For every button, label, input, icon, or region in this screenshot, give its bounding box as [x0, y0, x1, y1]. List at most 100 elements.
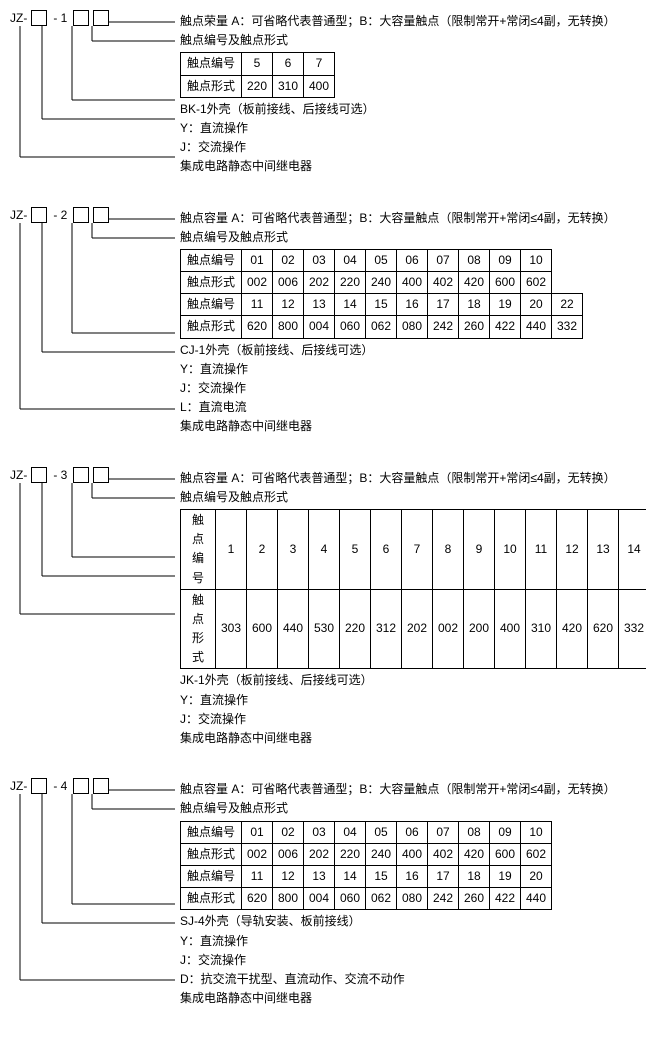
- desc-line: 触点编号及触点形式: [180, 488, 636, 507]
- desc-line: SJ-4外壳（导轨安装、板前接线）: [180, 912, 636, 931]
- table-cell: 2: [247, 509, 278, 589]
- table-row: 触点编号1234567891011121314: [181, 509, 646, 589]
- table-cell: 006: [273, 272, 304, 294]
- mid-label: - 4: [53, 779, 67, 793]
- model-code: JZ-- 1: [10, 10, 109, 26]
- desc-line: 集成电路静态中间继电器: [180, 989, 636, 1008]
- description-block: 触点容量 A：可省略代表普通型；B：大容量触点（限制常开+常闭≤4副，无转换）触…: [180, 469, 636, 749]
- table-cell: 400: [397, 272, 428, 294]
- model-section: JZ-- 1 触点荣量 A：可省略代表普通型；B：大容量触点（限制常开+常闭≤4副…: [10, 10, 636, 177]
- table-cell: 240: [366, 272, 397, 294]
- table-cell: 12: [273, 294, 304, 316]
- model-section: JZ-- 2触点容量 A：可省略代表普通型；B：大容量触点（限制常开+常闭≤4副…: [10, 207, 636, 437]
- table-cell: 202: [304, 843, 335, 865]
- table-cell: 400: [304, 75, 335, 97]
- table-cell: 13: [304, 865, 335, 887]
- desc-line: 触点编号及触点形式: [180, 31, 636, 50]
- code-box: [93, 10, 109, 26]
- table-cell: 6: [371, 509, 402, 589]
- table-cell: 303: [216, 589, 247, 669]
- table-row: 触点编号01020304050607080910: [181, 821, 552, 843]
- table-cell: 7: [304, 53, 335, 75]
- table-cell: 400: [397, 843, 428, 865]
- table-cell: 060: [335, 888, 366, 910]
- prefix-label: JZ-: [10, 208, 27, 222]
- table-cell: 004: [304, 316, 335, 338]
- table-cell: 04: [335, 249, 366, 271]
- table-cell: 620: [242, 316, 273, 338]
- table-cell: 触点编号: [181, 249, 242, 271]
- table-row: 触点编号11121314151617181920: [181, 865, 552, 887]
- table-cell: 800: [273, 888, 304, 910]
- table-cell: 420: [459, 843, 490, 865]
- table-cell: 006: [273, 843, 304, 865]
- table-cell: 240: [366, 843, 397, 865]
- desc-line: J：交流操作: [180, 951, 636, 970]
- code-box: [73, 467, 89, 483]
- model-code: JZ- - 2: [10, 207, 109, 223]
- table-cell: 422: [490, 316, 521, 338]
- table-cell: 060: [335, 316, 366, 338]
- desc-line: CJ-1外壳（板前接线、后接线可选）: [180, 341, 636, 360]
- table-cell: 17: [428, 865, 459, 887]
- model-section: JZ-- 4触点容量 A：可省略代表普通型；B：大容量触点（限制常开+常闭≤4副…: [10, 778, 636, 1008]
- table-cell: 002: [242, 843, 273, 865]
- table-cell: 01: [242, 821, 273, 843]
- table-cell: 13: [304, 294, 335, 316]
- table-cell: 312: [371, 589, 402, 669]
- code-box: [31, 778, 47, 794]
- table-cell: 触点形式: [181, 316, 242, 338]
- table-cell: 19: [490, 294, 521, 316]
- desc-line: 触点容量 A：可省略代表普通型；B：大容量触点（限制常开+常闭≤4副，无转换）: [180, 469, 636, 488]
- contact-table: 触点编号1234567891011121314触点形式3036004405302…: [180, 509, 646, 670]
- table-cell: 1: [216, 509, 247, 589]
- table-cell: 19: [490, 865, 521, 887]
- table-cell: 18: [459, 294, 490, 316]
- table-cell: 触点编号: [181, 509, 216, 589]
- table-cell: 6: [273, 53, 304, 75]
- table-cell: 220: [340, 589, 371, 669]
- table-cell: 400: [495, 589, 526, 669]
- code-box: [93, 207, 109, 223]
- table-cell: 04: [335, 821, 366, 843]
- table-cell: 242: [428, 888, 459, 910]
- table-cell: 15: [366, 865, 397, 887]
- table-cell: 触点形式: [181, 272, 242, 294]
- table-cell: 22: [552, 294, 583, 316]
- table-cell: 332: [552, 316, 583, 338]
- desc-line: 触点编号及触点形式: [180, 799, 636, 818]
- desc-line: Y：直流操作: [180, 691, 636, 710]
- table-cell: 10: [521, 249, 552, 271]
- table-cell: 4: [309, 509, 340, 589]
- model-code: JZ-- 3: [10, 467, 109, 483]
- mid-label: - 3: [53, 468, 67, 482]
- table-cell: 触点形式: [181, 75, 242, 97]
- table-cell: 05: [366, 821, 397, 843]
- table-cell: 080: [397, 316, 428, 338]
- table-cell: 620: [588, 589, 619, 669]
- desc-line: L：直流电流: [180, 398, 636, 417]
- desc-line: D：抗交流干扰型、直流动作、交流不动作: [180, 970, 636, 989]
- table-cell: 3: [278, 509, 309, 589]
- table-cell: 触点编号: [181, 821, 242, 843]
- desc-line: J：交流操作: [180, 379, 636, 398]
- table-cell: 062: [366, 316, 397, 338]
- table-cell: 440: [278, 589, 309, 669]
- desc-line: 触点荣量 A：可省略代表普通型；B：大容量触点（限制常开+常闭≤4副，无转换）: [180, 12, 636, 31]
- table-cell: 10: [495, 509, 526, 589]
- table-row: 触点形式620800004060062080242260422440332: [181, 316, 583, 338]
- desc-line: Y：直流操作: [180, 360, 636, 379]
- code-box: [93, 467, 109, 483]
- table-cell: 004: [304, 888, 335, 910]
- table-cell: 260: [459, 316, 490, 338]
- table-cell: 03: [304, 249, 335, 271]
- code-box: [31, 467, 47, 483]
- table-cell: 310: [526, 589, 557, 669]
- table-cell: 310: [273, 75, 304, 97]
- table-cell: 10: [521, 821, 552, 843]
- table-cell: 05: [366, 249, 397, 271]
- mid-label: - 2: [53, 208, 67, 222]
- table-cell: 5: [340, 509, 371, 589]
- table-cell: 13: [588, 509, 619, 589]
- table-cell: 触点编号: [181, 53, 242, 75]
